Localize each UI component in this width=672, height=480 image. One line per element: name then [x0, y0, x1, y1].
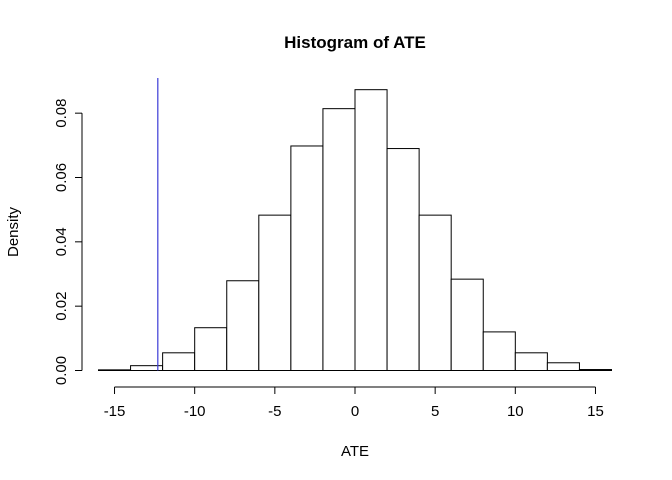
histogram-bar — [418, 214, 452, 371]
x-axis-label: ATE — [341, 443, 369, 460]
y-tick-label: 0.02 — [53, 292, 70, 321]
histogram-bar — [98, 369, 132, 371]
histogram-bar — [514, 352, 548, 371]
histogram-bars — [98, 89, 612, 372]
x-tick-label: 10 — [507, 403, 524, 420]
chart-title: Histogram of ATE — [284, 33, 426, 52]
histogram-bar — [194, 327, 228, 371]
histogram-bar — [322, 108, 356, 371]
x-tick-label: -5 — [268, 403, 281, 420]
y-tick-label: 0.04 — [53, 227, 70, 256]
x-tick-label: 0 — [351, 403, 359, 420]
y-tick-label: 0.00 — [53, 356, 70, 385]
x-axis: -15 -10 -5 0 5 10 15 — [104, 386, 604, 420]
y-axis-label: Density — [5, 206, 22, 257]
histogram-bar — [386, 148, 420, 371]
x-tick-label: -10 — [184, 403, 206, 420]
histogram-bar — [226, 280, 260, 372]
y-tick-label: 0.06 — [53, 163, 70, 192]
histogram-bar — [162, 352, 196, 371]
histogram-bar — [578, 369, 612, 372]
histogram-bar — [482, 331, 516, 371]
histogram-bar — [546, 362, 580, 371]
histogram-bar — [290, 145, 324, 371]
histogram-bar — [450, 278, 484, 371]
histogram-bar — [258, 214, 292, 371]
x-tick-label: 15 — [587, 403, 604, 420]
x-tick-label: 5 — [431, 403, 439, 420]
x-tick-label: -15 — [104, 403, 126, 420]
y-tick-label: 0.08 — [53, 99, 70, 128]
histogram-bar — [354, 89, 388, 371]
y-axis: 0.00 0.02 0.04 0.06 0.08 — [53, 99, 83, 385]
